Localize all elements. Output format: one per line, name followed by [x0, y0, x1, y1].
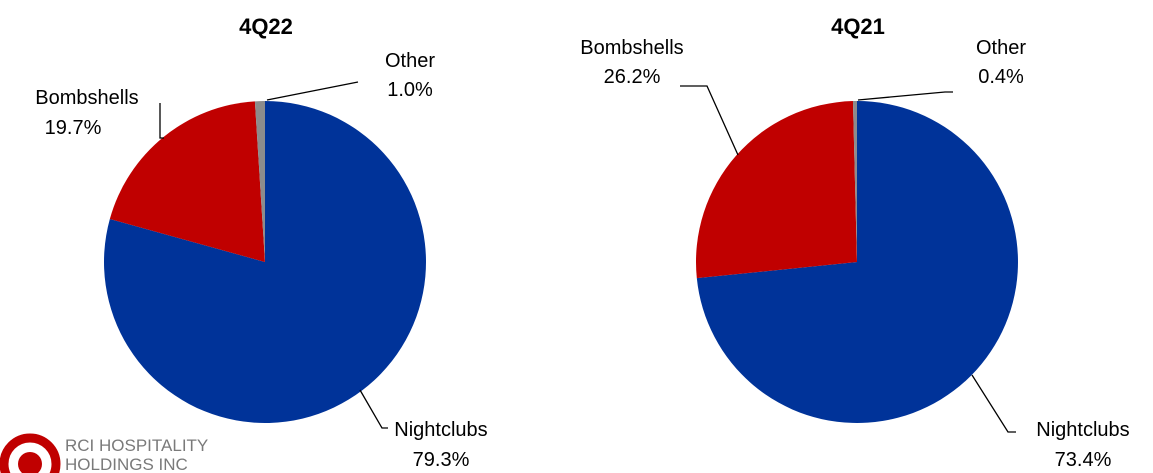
company-logo: RCI HOSPITALITY HOLDINGS INC	[0, 418, 260, 473]
leader-line-nightclubs	[360, 390, 388, 428]
slice-value-nightclubs: 73.4%	[1055, 449, 1112, 471]
leader-line-bombshells	[160, 103, 164, 138]
logo-text-line1: RCI HOSPITALITY	[65, 436, 208, 455]
slice-value-other: 0.4%	[978, 66, 1024, 88]
slice-value-nightclubs: 79.3%	[413, 449, 470, 471]
slice-label-other: Other	[385, 50, 435, 72]
slice-value-bombshells: 19.7%	[45, 117, 102, 139]
slice-label-bombshells: Bombshells	[580, 37, 683, 59]
pie-chart-4q21: 4Q21 Other 0.4% Bombshells 26.2% Nightcl…	[580, 14, 1129, 471]
chart-title: 4Q22	[239, 14, 293, 39]
chart-title: 4Q21	[831, 14, 885, 39]
slice-value-other: 1.0%	[387, 79, 433, 101]
leader-line-nightclubs	[972, 375, 1016, 432]
logo-core-icon	[18, 452, 42, 473]
pie-slice-bombshells	[696, 101, 857, 278]
slice-label-nightclubs: Nightclubs	[1036, 419, 1129, 441]
slice-label-nightclubs: Nightclubs	[394, 419, 487, 441]
leader-line-other	[858, 92, 953, 100]
slice-value-bombshells: 26.2%	[604, 66, 661, 88]
logo-text-line2: HOLDINGS INC	[65, 455, 188, 473]
slice-label-bombshells: Bombshells	[35, 87, 138, 109]
leader-line-bombshells	[680, 86, 738, 155]
pie-chart-4q22: 4Q22 Other 1.0% Bombshells 19.7% Nightcl…	[35, 14, 487, 471]
leader-line-other	[267, 82, 358, 100]
slice-label-other: Other	[976, 37, 1026, 59]
